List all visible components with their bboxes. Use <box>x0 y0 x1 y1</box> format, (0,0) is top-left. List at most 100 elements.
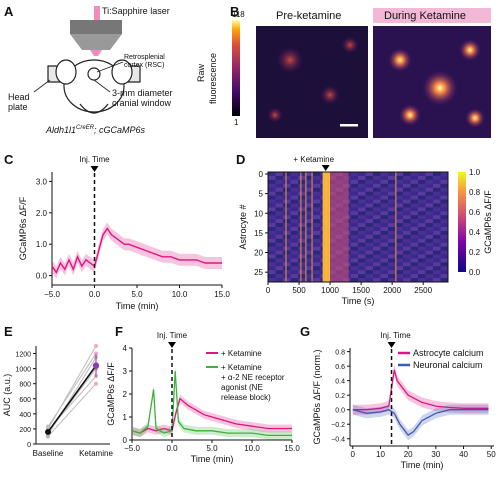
d-heatmap-cell <box>298 187 306 192</box>
d-heatmap-cell <box>388 254 396 259</box>
d-heatmap-cell <box>433 234 441 240</box>
d-heatmap-cell <box>418 278 426 283</box>
d-heatmap-cell <box>298 183 306 189</box>
d-heatmap-cell <box>298 270 306 275</box>
d-heatmap-cell <box>283 262 291 267</box>
d-heatmap-cell <box>388 203 396 208</box>
d-cbar-tick-label: 1.0 <box>469 168 481 177</box>
d-heatmap-cell <box>388 183 396 189</box>
d-heatmap-cell <box>418 211 426 216</box>
d-heatmap-cell <box>290 266 299 271</box>
f-legend-label: release block) <box>221 393 271 402</box>
e-individual-line <box>47 383 97 437</box>
d-heatmap-cell <box>350 175 359 181</box>
g-y-label: GCaMP6s ΔF/F (norm.) <box>312 349 322 444</box>
panel-label-b: B <box>230 4 240 19</box>
d-heatmap-cell <box>433 262 441 267</box>
d-heatmap-cell <box>358 175 366 181</box>
g-x-tick-label: 10 <box>376 450 385 459</box>
d-heatmap-cell <box>425 183 434 189</box>
c-annotation: Inj. Time <box>79 155 110 164</box>
d-x-tick-label: 2000 <box>383 286 401 295</box>
e-individual-point <box>46 434 50 439</box>
d-heatmap-cell <box>380 191 389 196</box>
d-heatmap-cell <box>418 262 426 267</box>
d-heatmap-cell <box>373 227 381 232</box>
d-heatmap-cell <box>395 199 404 204</box>
d-heatmap-cell <box>418 274 426 279</box>
d-heatmap-cell <box>283 223 291 228</box>
d-heatmap-cell <box>313 187 321 192</box>
d-heatmap-cell <box>440 215 449 220</box>
d-heatmap-cell <box>388 195 396 200</box>
d-heatmap-cell <box>350 215 359 220</box>
d-heatmap-cell <box>298 191 306 196</box>
d-heatmap-cell <box>283 199 291 204</box>
d-heatmap-cell <box>290 242 299 247</box>
d-heatmap-cell <box>365 250 374 255</box>
d-heatmap-cell <box>365 211 374 216</box>
c-x-tick-label: 5.0 <box>131 290 143 299</box>
d-heatmap-cell <box>305 175 314 181</box>
d-heatmap-cell <box>425 207 434 212</box>
d-heatmap-cell <box>275 270 284 275</box>
d-heatmap-cell <box>358 199 366 204</box>
d-heatmap-cell <box>410 274 419 279</box>
d-heatmap-cell <box>283 175 291 181</box>
d-heatmap-cell <box>395 183 404 189</box>
d-heatmap-spike <box>300 172 302 282</box>
d-heatmap-cell <box>440 246 449 251</box>
d-heatmap-ketamine-band <box>322 172 331 282</box>
d-heatmap-cell <box>290 211 299 216</box>
d-heatmap-cell <box>268 215 276 220</box>
d-heatmap-spike <box>311 172 313 282</box>
d-heatmap-cell <box>380 270 389 275</box>
d-heatmap-cell <box>313 227 321 232</box>
d-heatmap-cell <box>283 250 291 255</box>
d-heatmap-cell <box>388 207 396 212</box>
d-heatmap-cell <box>440 242 449 247</box>
d-heatmap-cell <box>403 254 411 259</box>
d-heatmap-cell <box>305 207 314 212</box>
d-heatmap-cell <box>373 266 381 271</box>
f-y-tick-label: 1 <box>123 413 128 422</box>
e-y-label: AUC (a.u.) <box>2 374 12 417</box>
d-heatmap-cell <box>298 219 306 224</box>
d-heatmap-cell <box>403 215 411 220</box>
d-heatmap-cell <box>418 195 426 200</box>
d-heatmap-cell <box>425 199 434 204</box>
d-heatmap-cell <box>290 175 299 181</box>
d-heatmap-cell <box>403 223 411 228</box>
panel-label-a: A <box>4 4 14 19</box>
d-heatmap-cell <box>275 191 284 196</box>
d-heatmap-cell <box>388 246 396 251</box>
d-heatmap-cell <box>380 179 389 185</box>
d-heatmap-cell <box>418 242 426 247</box>
d-heatmap-cell <box>358 203 366 208</box>
g-y-tick-label: 0.2 <box>335 393 345 400</box>
d-heatmap-cell <box>275 266 284 271</box>
d-heatmap-cell <box>283 254 291 259</box>
d-heatmap-cell <box>275 183 284 189</box>
d-heatmap-cell <box>298 234 306 240</box>
d-heatmap-cell <box>350 211 359 216</box>
d-heatmap-cell <box>403 227 411 232</box>
d-heatmap-cell <box>388 270 396 275</box>
d-cbar-tick-label: 0.4 <box>469 228 481 237</box>
d-heatmap-cell <box>275 219 284 224</box>
e-x-tick-label: Baseline <box>33 449 64 458</box>
d-heatmap-cell <box>395 238 404 244</box>
d-heatmap-cell <box>410 238 419 244</box>
d-heatmap-cell <box>283 242 291 247</box>
d-heatmap-cell <box>433 254 441 259</box>
d-heatmap-cell <box>373 250 381 255</box>
d-heatmap-cell <box>283 238 291 244</box>
d-heatmap-cell <box>425 274 434 279</box>
d-heatmap-cell <box>275 207 284 212</box>
panel-label-d: D <box>236 152 246 167</box>
d-heatmap-cell <box>418 175 426 181</box>
mouse-head-icon <box>63 59 125 113</box>
d-heatmap-cell <box>313 191 321 196</box>
d-heatmap-cell <box>403 199 411 204</box>
d-heatmap-cell <box>425 175 434 181</box>
